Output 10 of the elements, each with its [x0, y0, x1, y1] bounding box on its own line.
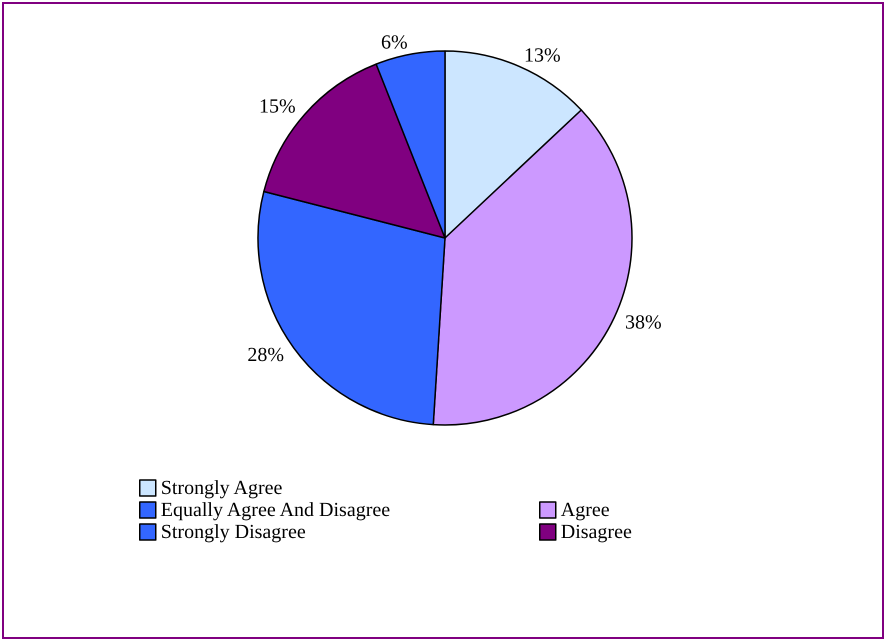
legend-label: Agree: [560, 499, 610, 521]
data-label: 28%: [247, 344, 284, 366]
legend-label: Disagree: [560, 521, 632, 543]
data-label: 15%: [259, 95, 296, 118]
data-label: 13%: [524, 44, 561, 66]
legend-label: Strongly Disagree: [160, 521, 306, 543]
legend-label: Equally Agree And Disagree: [160, 499, 390, 521]
legend-label: Strongly Agree: [160, 477, 283, 499]
data-label: 38%: [625, 312, 662, 334]
data-label: 6%: [381, 32, 408, 54]
